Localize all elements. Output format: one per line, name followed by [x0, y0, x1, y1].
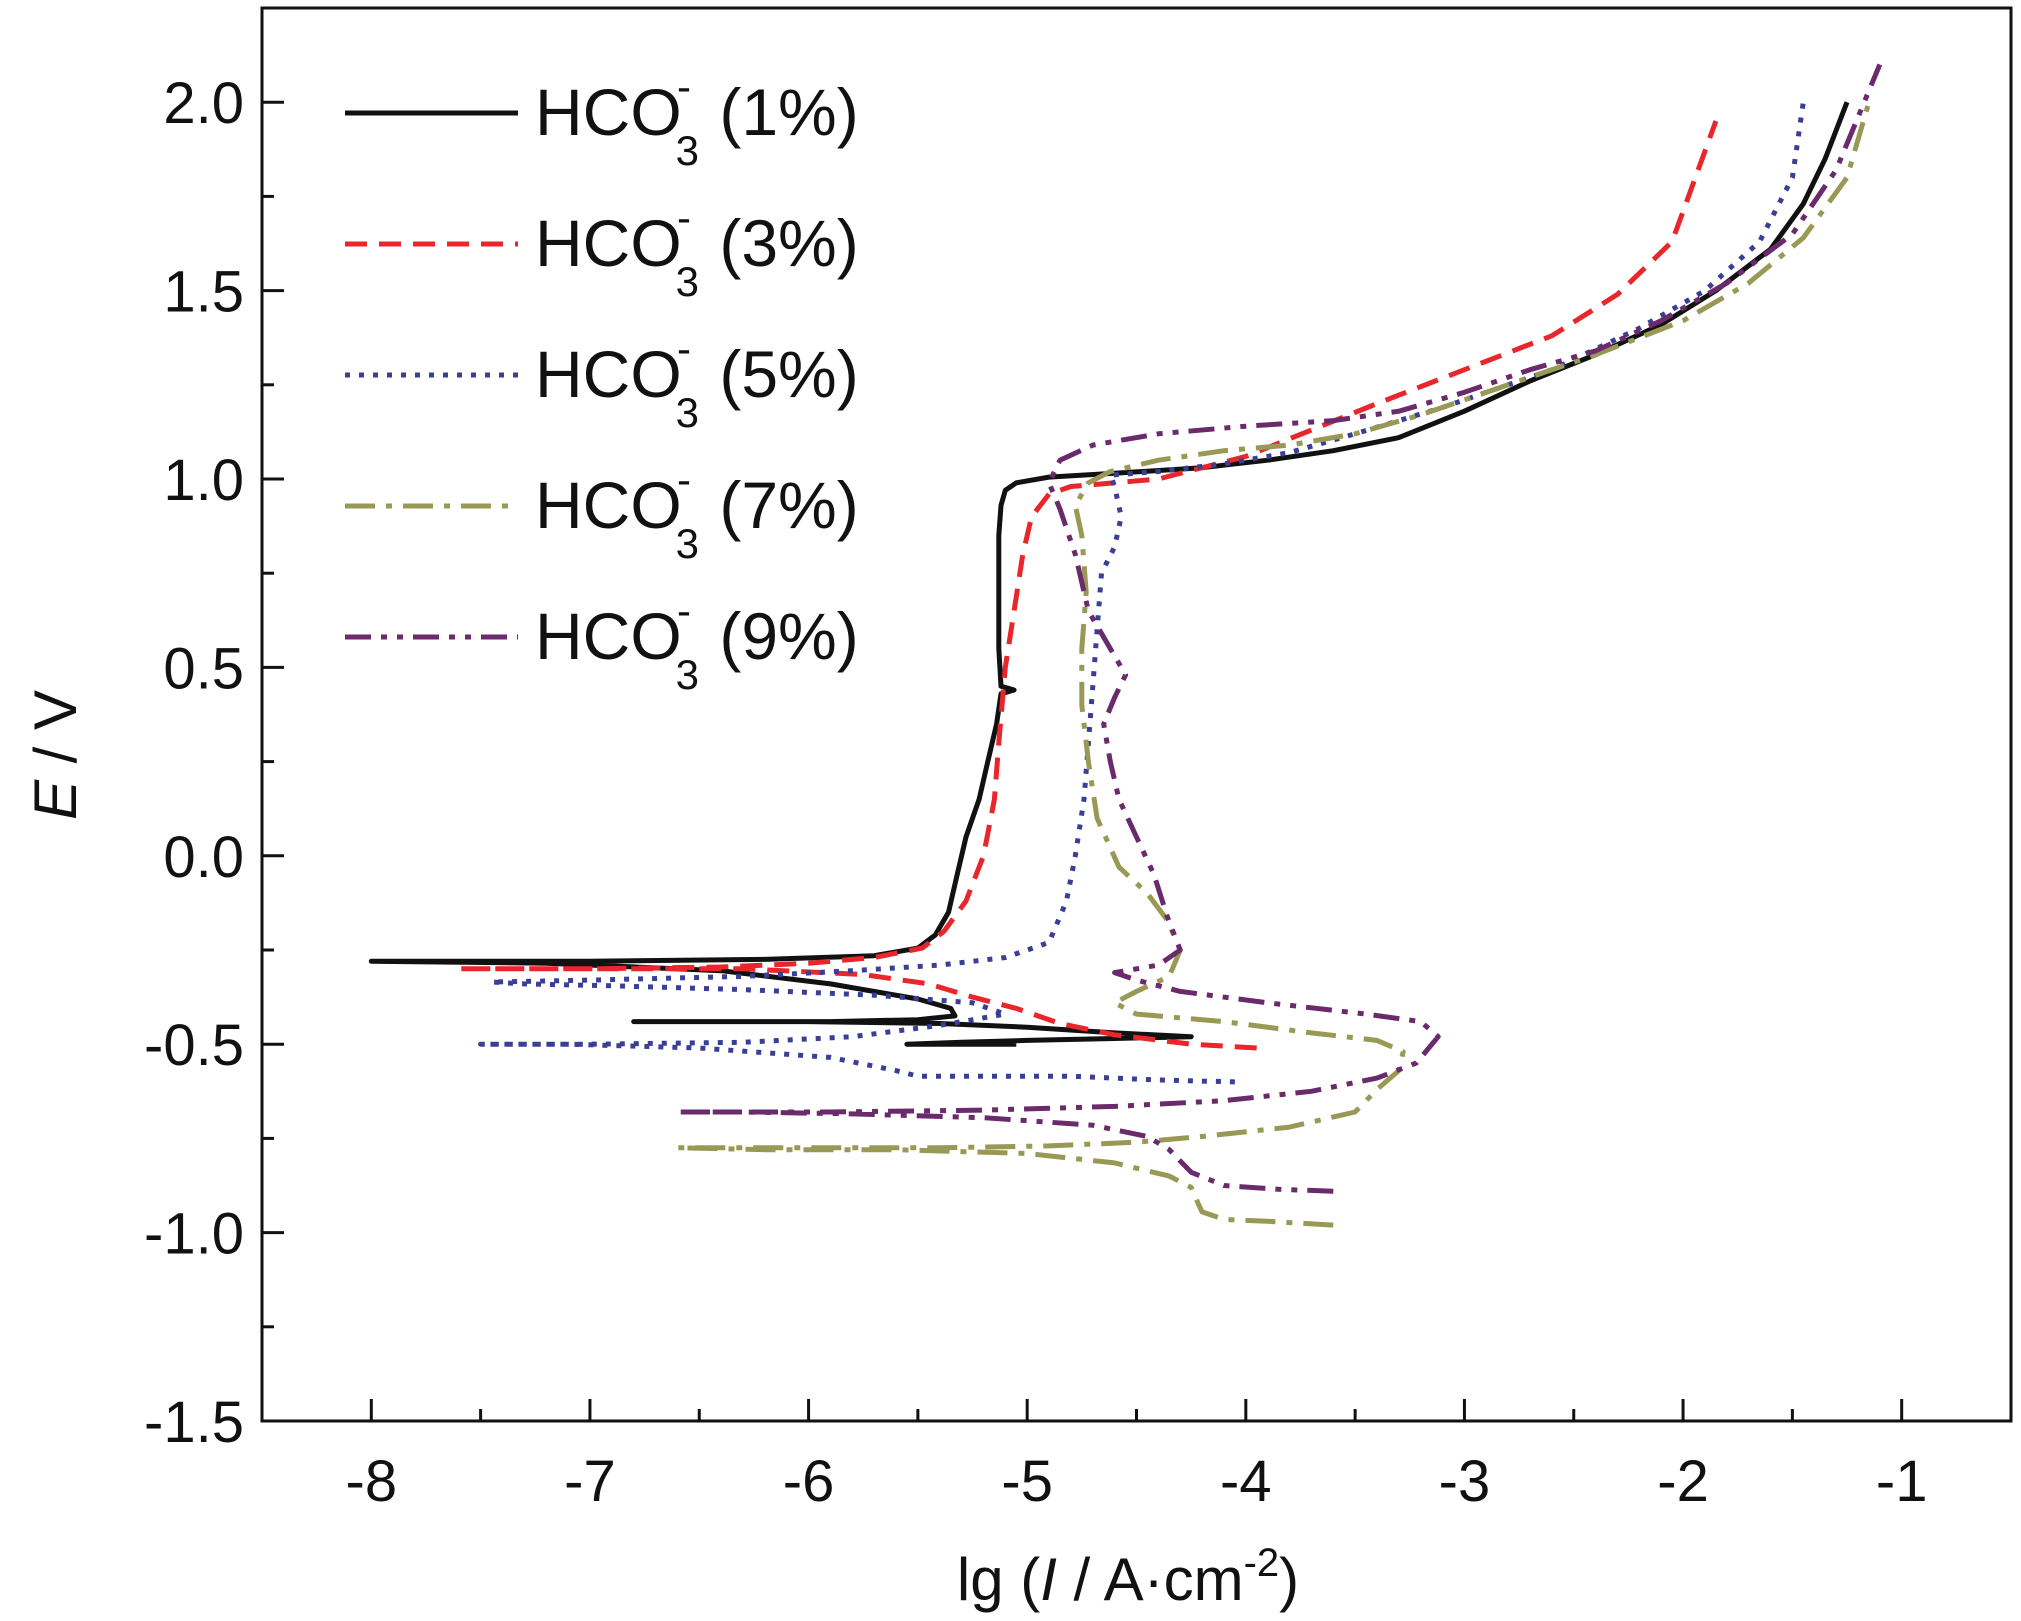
x-tick-label: -8	[346, 1449, 398, 1514]
y-tick-label: -1.0	[144, 1202, 244, 1267]
x-tick-label: -1	[1876, 1449, 1928, 1514]
x-tick-label: -7	[564, 1449, 616, 1514]
series-line-1	[368, 101, 1850, 1047]
x-axis: -8 -7 -6 -5 -4 -3 -2 -1	[346, 1399, 1928, 1514]
y-axis-title: E / V	[22, 690, 89, 820]
series-line-5	[674, 63, 1883, 1194]
x-tick-label: -6	[783, 1449, 835, 1514]
x-tick-label: -3	[1439, 1449, 1491, 1514]
y-tick-label: -1.5	[144, 1390, 244, 1455]
y-axis: -1.5 -1.0 -0.5 0.0 0.5 1.0 1.5 2.0	[144, 71, 284, 1455]
x-tick-label: -5	[1001, 1449, 1053, 1514]
legend-label-2: HCO 3- (3%)	[535, 194, 859, 305]
series-line-4	[674, 101, 1872, 1228]
legend: HCO 3- (1%) HCO 3- (3%) HCO 3- (5%) HCO 3- (7%)…	[345, 63, 859, 698]
y-tick-label: 1.5	[163, 260, 244, 325]
y-tick-label: 2.0	[163, 71, 244, 136]
legend-label-5: HCO 3- (9%)	[535, 587, 859, 698]
legend-label-4: HCO 3- (7%)	[535, 456, 859, 567]
y-tick-label: -0.5	[144, 1013, 244, 1078]
series-line-2	[456, 120, 1719, 1051]
y-tick-label: 0.0	[163, 825, 244, 890]
legend-label-1: HCO 3- (1%)	[535, 63, 859, 174]
plot-area	[368, 63, 1883, 1228]
legend-label-3: HCO 3- (5%)	[535, 325, 859, 436]
x-axis-title: lg (I / A·cm-2)	[957, 1541, 1299, 1613]
y-tick-label: 1.0	[163, 448, 244, 513]
x-tick-label: -2	[1657, 1449, 1709, 1514]
y-tick-label: 0.5	[163, 636, 244, 701]
series-line-3	[478, 101, 1806, 1085]
x-tick-label: -4	[1220, 1449, 1272, 1514]
